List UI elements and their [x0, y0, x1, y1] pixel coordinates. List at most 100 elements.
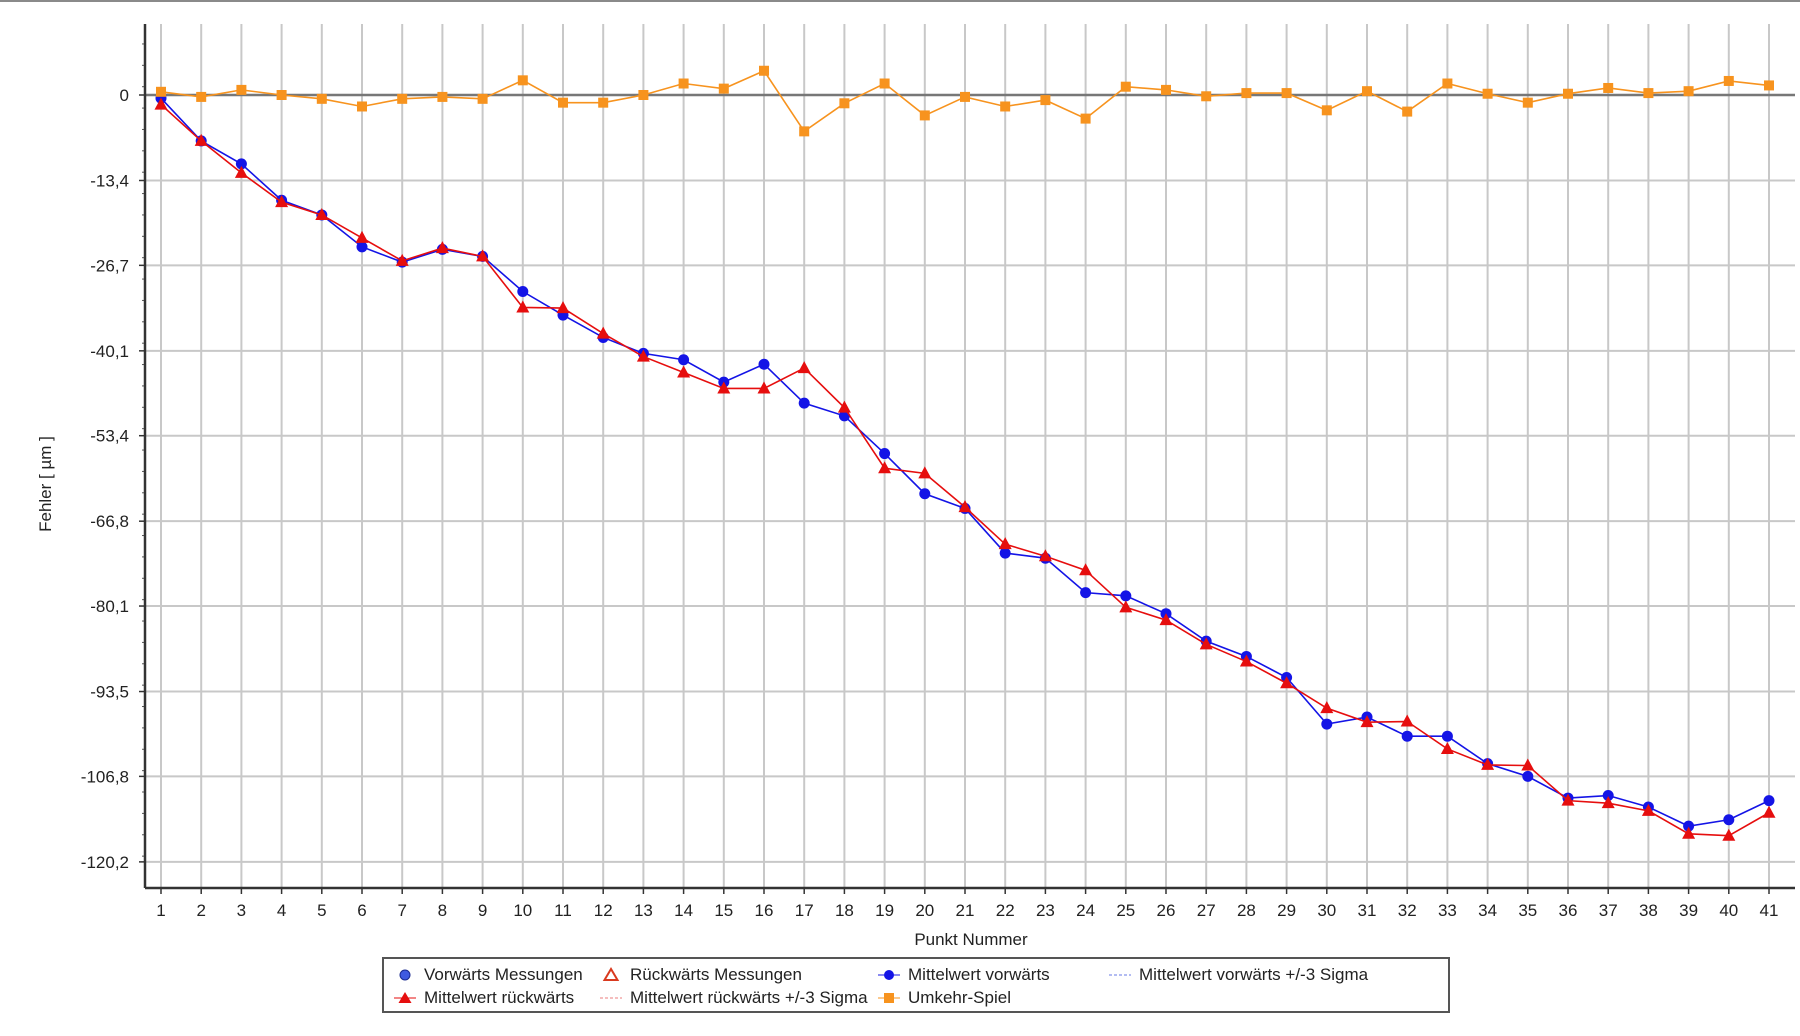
- reversal-point: [517, 75, 528, 86]
- reversal-point: [1080, 113, 1091, 124]
- legend-label: Mittelwert vorwärts +/-3 Sigma: [1139, 965, 1369, 984]
- reversal-point: [1281, 88, 1292, 99]
- legend-label: Rückwärts Messungen: [630, 965, 802, 984]
- x-tick-label: 33: [1438, 901, 1457, 920]
- reversal-point: [718, 83, 729, 94]
- series-umkehr-spiel: [156, 65, 1774, 137]
- forward-mean-point: [1441, 730, 1453, 742]
- reversal-point: [1482, 88, 1493, 99]
- legend-label: Mittelwert rückwärts: [424, 988, 575, 1007]
- x-tick-label: 26: [1157, 901, 1176, 920]
- reversal-point: [156, 86, 166, 97]
- x-tick-label: 6: [357, 901, 366, 920]
- x-tick-label: 37: [1599, 901, 1618, 920]
- backward-mean-point: [395, 253, 409, 266]
- backward-mean-point: [596, 326, 610, 339]
- backward-mean-point: [1038, 549, 1052, 562]
- backward-mean-point: [435, 241, 449, 254]
- forward-mean-point: [356, 241, 368, 253]
- forward-mean-point: [1602, 790, 1614, 802]
- x-tick-label: 38: [1639, 901, 1658, 920]
- legend-vorwaerts-messungen: Vorwärts Messungen: [394, 964, 583, 986]
- forward-mean-point: [1723, 814, 1735, 826]
- series-mittelwert-rueckwaerts: [154, 97, 1776, 841]
- y-tick-label: -80,1: [90, 597, 129, 616]
- y-tick-label: -66,8: [90, 512, 129, 531]
- x-tick-label: 1: [156, 901, 165, 920]
- forward-mean-point: [517, 286, 529, 298]
- reversal-point: [1201, 91, 1212, 102]
- x-tick-label: 41: [1760, 901, 1779, 920]
- x-tick-label: 35: [1518, 901, 1537, 920]
- x-tick-label: 13: [634, 901, 653, 920]
- backward-mean-point: [275, 195, 289, 208]
- backward-mean-point: [1239, 654, 1253, 667]
- x-tick-label: 31: [1358, 901, 1377, 920]
- backward-mean-point: [315, 207, 329, 220]
- backward-mean-point: [717, 381, 731, 394]
- backward-mean-point: [355, 230, 369, 243]
- grid: [145, 24, 1795, 888]
- x-tick-label: 9: [478, 901, 487, 920]
- backward-mean-point: [194, 133, 208, 146]
- reversal-point: [1643, 88, 1654, 99]
- reversal-point: [1764, 80, 1774, 91]
- forward-mean-point: [1120, 590, 1132, 602]
- x-tick-label: 10: [513, 901, 532, 920]
- x-tick-label: 19: [875, 901, 894, 920]
- backward-mean-point: [918, 466, 932, 479]
- x-tick-label: 23: [1036, 901, 1055, 920]
- legend-rueckwaerts-messungen: Rückwärts Messungen: [600, 964, 802, 986]
- reversal-point: [477, 93, 488, 104]
- x-tick-label: 14: [674, 901, 693, 920]
- x-tick-label: 30: [1317, 901, 1336, 920]
- backward-mean-point: [1521, 758, 1535, 771]
- reversal-point: [1000, 101, 1011, 112]
- legend-symbol: [1109, 974, 1131, 976]
- x-tick-label: 11: [554, 901, 572, 920]
- y-tick-label: -26,7: [90, 256, 129, 275]
- backward-mean-point: [1641, 803, 1655, 816]
- backward-mean-point: [636, 349, 650, 362]
- reversal-point: [799, 126, 810, 137]
- forward-mean-point: [235, 158, 247, 170]
- y-tick-label: -106,8: [81, 767, 129, 786]
- reversal-point: [1563, 88, 1573, 99]
- backward-mean-point: [1400, 714, 1414, 727]
- reversal-point: [397, 93, 408, 104]
- x-tick-label: 8: [438, 901, 447, 920]
- legend-label: Mittelwert rückwärts +/-3 Sigma: [630, 988, 868, 1007]
- x-tick-label: 36: [1559, 901, 1578, 920]
- legend-label: Umkehr-Spiel: [908, 988, 1011, 1007]
- legend-mittelwert-vorwaerts: Mittelwert vorwärts: [878, 964, 1050, 986]
- legend-symbol: [878, 970, 900, 980]
- backward-mean-point: [878, 461, 892, 474]
- backward-mean-point: [476, 249, 490, 262]
- reversal-point: [357, 101, 367, 112]
- reversal-point: [598, 97, 609, 108]
- reversal-point: [236, 84, 247, 95]
- top-border: [0, 0, 1800, 2]
- backward-mean-point: [1682, 826, 1696, 839]
- forward-mean-point: [1522, 770, 1534, 782]
- legend-mittelwert-rueckwaerts: Mittelwert rückwärts: [394, 987, 574, 1009]
- backward-mean-point: [1601, 796, 1615, 809]
- x-tick-label: 29: [1277, 901, 1296, 920]
- forward-mean-point: [1321, 718, 1333, 730]
- legend-umkehr-spiel: Umkehr-Spiel: [878, 987, 1011, 1009]
- legend-label: Mittelwert vorwärts: [908, 965, 1050, 984]
- reversal-point: [1603, 82, 1614, 93]
- chart-legend: Vorwärts Messungen Rückwärts Messungen Mit…: [382, 957, 1450, 1013]
- backward-mean-point: [837, 400, 851, 413]
- backward-mean-point: [1079, 563, 1093, 576]
- backward-mean-point: [1481, 757, 1495, 770]
- y-tick-label: -40,1: [90, 342, 129, 361]
- forward-mean-point: [999, 547, 1011, 559]
- legend-symbol: [399, 969, 411, 981]
- x-tick-label: 39: [1679, 901, 1698, 920]
- backward-mean-point: [1561, 793, 1575, 806]
- forward-mean-point: [1401, 730, 1413, 742]
- reversal-point: [1241, 88, 1252, 99]
- backward-mean-point: [154, 97, 168, 110]
